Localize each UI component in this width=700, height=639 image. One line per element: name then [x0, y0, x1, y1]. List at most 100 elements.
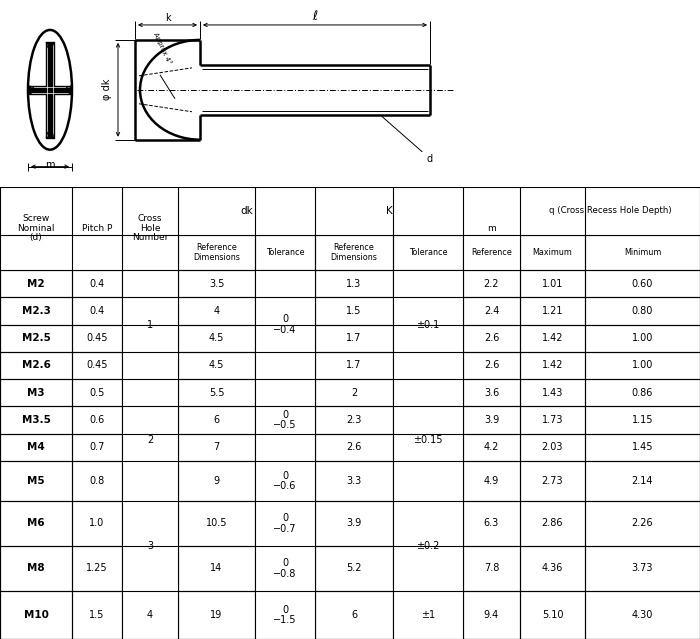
Text: M3: M3 — [27, 388, 45, 397]
Bar — [122, 270, 178, 379]
Text: m: m — [46, 160, 55, 169]
Text: 0.45: 0.45 — [86, 333, 108, 343]
Bar — [256, 501, 315, 546]
Text: 2.14: 2.14 — [631, 476, 653, 486]
Text: 4.30: 4.30 — [632, 610, 653, 620]
Text: 1.43: 1.43 — [542, 388, 564, 397]
Text: 7.8: 7.8 — [484, 564, 499, 573]
Text: 2.73: 2.73 — [542, 476, 564, 486]
Text: m: m — [487, 224, 496, 233]
Text: 4.5: 4.5 — [209, 360, 224, 371]
Text: 2.2: 2.2 — [484, 279, 499, 289]
Text: 1.15: 1.15 — [631, 415, 653, 425]
Text: Reference
Dimensions: Reference Dimensions — [330, 243, 377, 262]
Bar — [122, 591, 178, 639]
Text: M8: M8 — [27, 564, 45, 573]
Text: Tolerance: Tolerance — [409, 248, 447, 257]
Bar — [393, 379, 463, 501]
Text: M2.5: M2.5 — [22, 333, 50, 343]
Text: K: K — [386, 206, 393, 215]
Text: Cross
Hole
Number: Cross Hole Number — [132, 214, 168, 242]
Text: 3.5: 3.5 — [209, 279, 224, 289]
Text: 1.25: 1.25 — [86, 564, 108, 573]
Bar — [256, 591, 315, 639]
Text: 1.45: 1.45 — [631, 442, 653, 452]
Bar — [72, 187, 122, 270]
Text: 1.21: 1.21 — [542, 306, 564, 316]
Text: 4: 4 — [147, 610, 153, 620]
Text: 0
−0.4: 0 −0.4 — [273, 314, 297, 335]
Text: M10: M10 — [24, 610, 48, 620]
Text: k: k — [164, 13, 170, 23]
Text: 4.9: 4.9 — [484, 476, 499, 486]
Bar — [393, 270, 463, 379]
Bar — [122, 379, 178, 501]
Text: M3.5: M3.5 — [22, 415, 50, 425]
Text: 1.5: 1.5 — [90, 610, 105, 620]
Text: 6: 6 — [214, 415, 220, 425]
Text: 0.8: 0.8 — [90, 476, 104, 486]
Text: 1.7: 1.7 — [346, 360, 362, 371]
Text: 7: 7 — [214, 442, 220, 452]
Text: 0.45: 0.45 — [86, 360, 108, 371]
Text: 9: 9 — [214, 476, 220, 486]
Text: 1.7: 1.7 — [346, 333, 362, 343]
Text: Tolerance: Tolerance — [266, 248, 304, 257]
Text: 1.00: 1.00 — [632, 333, 653, 343]
Text: $\ell$: $\ell$ — [312, 9, 318, 23]
Text: Screw
Nominal
(d): Screw Nominal (d) — [18, 214, 55, 242]
Bar — [393, 501, 463, 591]
Text: 0
−0.8: 0 −0.8 — [273, 558, 297, 579]
Text: 2.03: 2.03 — [542, 442, 564, 452]
Text: 1.5: 1.5 — [346, 306, 362, 316]
Text: 0.86: 0.86 — [632, 388, 653, 397]
Bar — [256, 546, 315, 591]
Text: ±0.15: ±0.15 — [413, 435, 442, 445]
Text: 0.6: 0.6 — [90, 415, 104, 425]
Text: 0.80: 0.80 — [632, 306, 653, 316]
Text: 0
−0.5: 0 −0.5 — [273, 410, 297, 431]
Text: M6: M6 — [27, 518, 45, 528]
Text: ±0.1: ±0.1 — [416, 320, 440, 330]
Text: 1.0: 1.0 — [90, 518, 104, 528]
Bar — [256, 461, 315, 501]
Text: 6.3: 6.3 — [484, 518, 499, 528]
Text: 9.4: 9.4 — [484, 610, 499, 620]
Text: 2.3: 2.3 — [346, 415, 362, 425]
Text: ±1: ±1 — [421, 610, 435, 620]
Text: 0.7: 0.7 — [90, 442, 105, 452]
Text: 0
−1.5: 0 −1.5 — [273, 604, 297, 626]
Text: d: d — [382, 116, 433, 164]
Text: 1.42: 1.42 — [542, 333, 564, 343]
Text: 4: 4 — [214, 306, 220, 316]
Text: 5.2: 5.2 — [346, 564, 362, 573]
Bar — [393, 591, 463, 639]
Text: 5.10: 5.10 — [542, 610, 564, 620]
Text: 3.9: 3.9 — [484, 415, 499, 425]
Text: 2.6: 2.6 — [484, 360, 499, 371]
Text: 2: 2 — [351, 388, 357, 397]
Bar — [256, 270, 315, 379]
Bar — [178, 187, 315, 235]
Text: Reference
Dimensions: Reference Dimensions — [193, 243, 240, 262]
Text: 1.73: 1.73 — [542, 415, 564, 425]
Text: q (Cross Recess Hole Depth): q (Cross Recess Hole Depth) — [549, 206, 671, 215]
Text: 0.60: 0.60 — [632, 279, 653, 289]
Text: 0
−0.7: 0 −0.7 — [273, 513, 297, 534]
Text: M4: M4 — [27, 442, 45, 452]
Text: Approx 4°: Approx 4° — [152, 31, 173, 65]
Text: 0
−0.6: 0 −0.6 — [273, 470, 297, 491]
Text: 3: 3 — [147, 541, 153, 551]
Text: M5: M5 — [27, 476, 45, 486]
Text: 1.01: 1.01 — [542, 279, 564, 289]
Text: 3.6: 3.6 — [484, 388, 499, 397]
Text: Reference: Reference — [471, 248, 512, 257]
Text: Maximum: Maximum — [533, 248, 573, 257]
Bar — [122, 187, 178, 270]
Text: 4.36: 4.36 — [542, 564, 564, 573]
Text: 2.26: 2.26 — [631, 518, 653, 528]
Text: 1.00: 1.00 — [632, 360, 653, 371]
Text: 0.4: 0.4 — [90, 306, 104, 316]
Text: 2.6: 2.6 — [346, 442, 362, 452]
Bar — [463, 187, 519, 270]
